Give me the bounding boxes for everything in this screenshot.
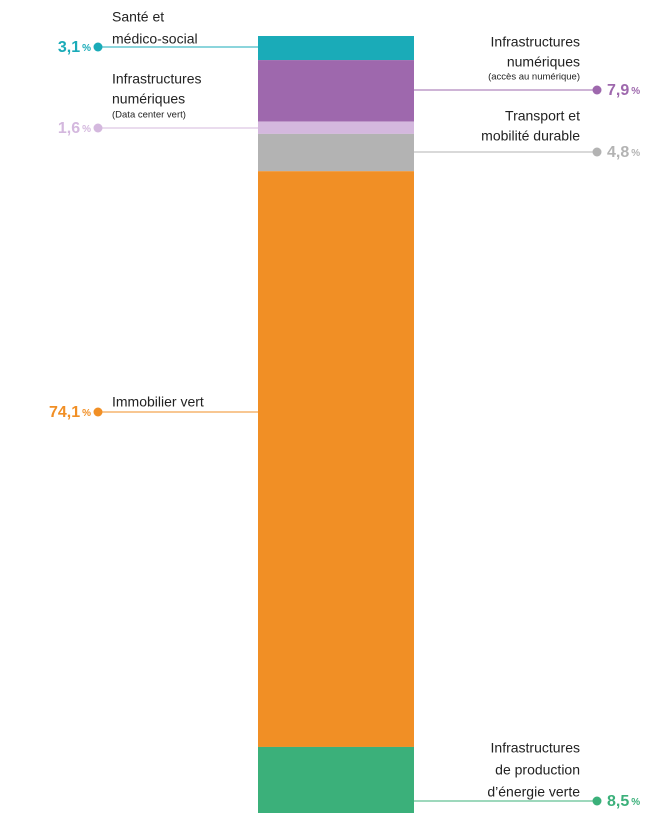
- bar-segment: [258, 171, 414, 747]
- value-label: 7,9%: [607, 82, 640, 99]
- bar-segment: [258, 133, 414, 172]
- bar-segment: [258, 60, 414, 122]
- segment-label: Santé et: [112, 9, 164, 25]
- connector-dot: [592, 796, 602, 806]
- segment-note: (Data center vert): [112, 110, 186, 121]
- value-label: 8,5%: [607, 793, 640, 810]
- value-number: 3,1: [58, 39, 80, 56]
- bar-segment: [258, 121, 414, 134]
- value-label: 74,1%: [49, 404, 91, 421]
- bar-segment: [258, 746, 414, 813]
- segment-label: médico-social: [112, 31, 198, 47]
- segment-label: numériques: [507, 54, 580, 70]
- segment-label: de production: [495, 762, 580, 778]
- value-number: 4,8: [607, 144, 629, 161]
- segment-label: d’énergie verte: [487, 784, 580, 800]
- bar-segment: [258, 36, 414, 61]
- value-label: 3,1%: [58, 39, 91, 56]
- value-unit: %: [82, 408, 91, 419]
- value-number: 8,5: [607, 793, 629, 810]
- value-number: 1,6: [58, 120, 80, 137]
- connector-dot: [592, 85, 602, 95]
- value-unit: %: [631, 797, 640, 808]
- segment-label: mobilité durable: [481, 128, 580, 144]
- value-unit: %: [82, 124, 91, 135]
- value-unit: %: [631, 86, 640, 97]
- segment-note: (accès au numérique): [488, 72, 580, 83]
- segment-label: Infrastructures: [491, 740, 580, 756]
- segment-label: Infrastructures: [491, 34, 580, 50]
- connector-dot: [592, 147, 602, 157]
- value-label: 1,6%: [58, 120, 91, 137]
- connector-dot: [93, 407, 103, 417]
- connector-dot: [93, 123, 103, 133]
- value-unit: %: [631, 148, 640, 159]
- value-label: 4,8%: [607, 144, 640, 161]
- segment-label: numériques: [112, 91, 185, 107]
- segment-label: Infrastructures: [112, 71, 201, 87]
- value-number: 74,1: [49, 404, 80, 421]
- connector-dot: [93, 42, 103, 52]
- value-number: 7,9: [607, 82, 629, 99]
- segment-label: Transport et: [505, 108, 580, 124]
- segment-label: Immobilier vert: [112, 394, 204, 410]
- value-unit: %: [82, 43, 91, 54]
